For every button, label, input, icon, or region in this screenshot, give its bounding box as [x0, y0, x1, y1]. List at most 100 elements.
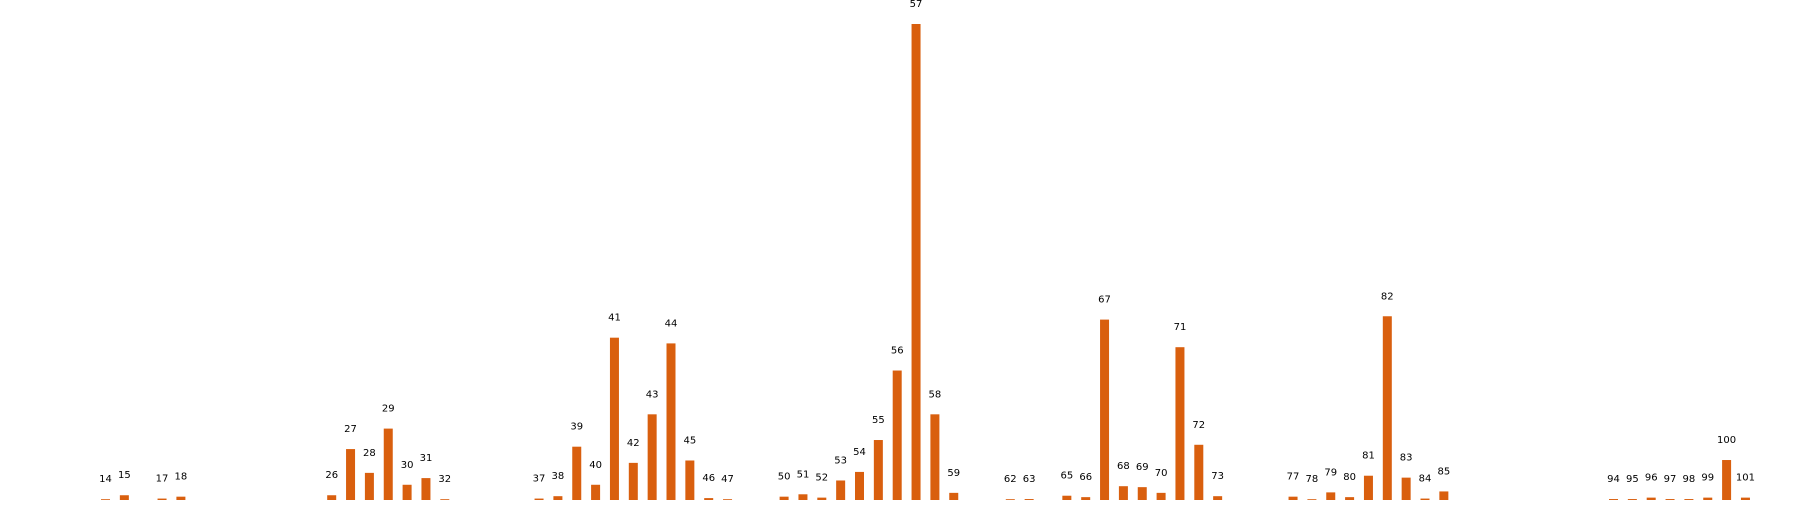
bar-82: [1382, 316, 1392, 500]
data-label-27: 27: [344, 424, 357, 435]
bar-55: [873, 440, 883, 500]
data-label-66: 66: [1079, 472, 1092, 483]
bar-45: [685, 460, 695, 500]
data-labels-layer: 14 15 17 18 26 27 28 29 30 31 32 37 38 39 40 41 42 43 44 45…: [99, 0, 1755, 485]
data-label-30: 30: [401, 460, 414, 471]
data-label-69: 69: [1136, 462, 1149, 473]
data-label-95: 95: [1626, 474, 1639, 485]
bar-71: [1175, 347, 1185, 500]
data-label-63: 63: [1023, 474, 1036, 485]
data-label-18: 18: [175, 472, 188, 483]
bar-44: [666, 343, 676, 500]
bar-17: [157, 498, 167, 500]
data-label-101: 101: [1736, 473, 1755, 484]
data-label-38: 38: [552, 471, 565, 482]
bar-41: [609, 337, 619, 500]
bars-layer: [101, 24, 1750, 500]
data-label-79: 79: [1324, 467, 1337, 478]
bar-99: [1703, 497, 1713, 500]
data-label-62: 62: [1004, 474, 1017, 485]
bar-53: [836, 480, 846, 500]
bar-39: [572, 446, 582, 500]
data-label-29: 29: [382, 404, 395, 415]
data-label-28: 28: [363, 448, 376, 459]
data-label-58: 58: [929, 389, 942, 400]
bar-73: [1213, 496, 1223, 500]
data-label-31: 31: [420, 453, 433, 464]
data-label-17: 17: [156, 474, 169, 485]
data-label-77: 77: [1287, 472, 1300, 483]
bar-42: [628, 462, 638, 500]
data-label-71: 71: [1174, 322, 1187, 333]
bar-72: [1194, 444, 1204, 500]
bar-27: [346, 449, 356, 500]
bar-68: [1118, 486, 1128, 500]
data-label-99: 99: [1701, 473, 1714, 484]
data-label-59: 59: [947, 468, 960, 479]
bar-51: [798, 494, 808, 500]
bar-31: [421, 478, 431, 500]
data-label-53: 53: [834, 455, 847, 466]
data-label-15: 15: [118, 470, 131, 481]
bar-54: [855, 471, 864, 500]
data-label-40: 40: [589, 460, 602, 471]
data-label-52: 52: [815, 473, 828, 484]
data-label-96: 96: [1645, 473, 1658, 484]
data-label-51: 51: [797, 469, 810, 480]
data-label-45: 45: [683, 435, 696, 446]
bar-38: [553, 496, 563, 500]
data-label-56: 56: [891, 346, 904, 357]
bar-84: [1420, 498, 1430, 500]
bar-26: [327, 495, 337, 500]
data-label-94: 94: [1607, 474, 1620, 485]
data-label-26: 26: [325, 470, 338, 481]
data-label-78: 78: [1306, 474, 1319, 485]
data-label-84: 84: [1419, 474, 1432, 485]
data-label-55: 55: [872, 415, 885, 426]
bar-46: [704, 498, 714, 500]
bar-67: [1100, 319, 1110, 500]
data-label-70: 70: [1155, 468, 1168, 479]
data-label-67: 67: [1098, 295, 1111, 306]
bar-100: [1722, 460, 1732, 500]
bar-29: [383, 428, 393, 500]
bar-40: [591, 484, 601, 500]
bar-50: [779, 496, 789, 500]
data-label-98: 98: [1683, 474, 1696, 485]
data-label-32: 32: [438, 474, 451, 485]
bar-96: [1646, 497, 1656, 500]
data-label-72: 72: [1192, 420, 1205, 431]
data-label-47: 47: [721, 474, 734, 485]
data-label-50: 50: [778, 472, 791, 483]
bar-80: [1345, 497, 1355, 500]
bar-52: [817, 497, 827, 500]
data-label-73: 73: [1211, 471, 1224, 482]
data-label-46: 46: [702, 473, 715, 484]
bar-28: [364, 472, 374, 500]
data-label-44: 44: [665, 318, 678, 329]
bar-43: [647, 414, 657, 500]
bar-37: [534, 498, 544, 500]
bar-65: [1062, 495, 1072, 500]
bar-58: [930, 414, 940, 500]
data-label-39: 39: [570, 422, 583, 433]
data-label-80: 80: [1343, 472, 1356, 483]
data-label-65: 65: [1060, 471, 1073, 482]
bar-70: [1156, 492, 1166, 500]
data-label-68: 68: [1117, 461, 1130, 472]
data-label-37: 37: [533, 474, 546, 485]
bar-77: [1288, 496, 1298, 500]
data-label-97: 97: [1664, 474, 1677, 485]
bar-79: [1326, 492, 1336, 500]
bar-83: [1401, 477, 1411, 500]
bar-81: [1363, 475, 1373, 500]
data-label-57: 57: [910, 0, 923, 10]
data-label-82: 82: [1381, 291, 1394, 302]
bar-85: [1439, 491, 1449, 500]
bar-57: [911, 24, 921, 500]
bar-56: [892, 370, 902, 500]
data-label-85: 85: [1437, 466, 1450, 477]
bar-66: [1081, 497, 1091, 500]
